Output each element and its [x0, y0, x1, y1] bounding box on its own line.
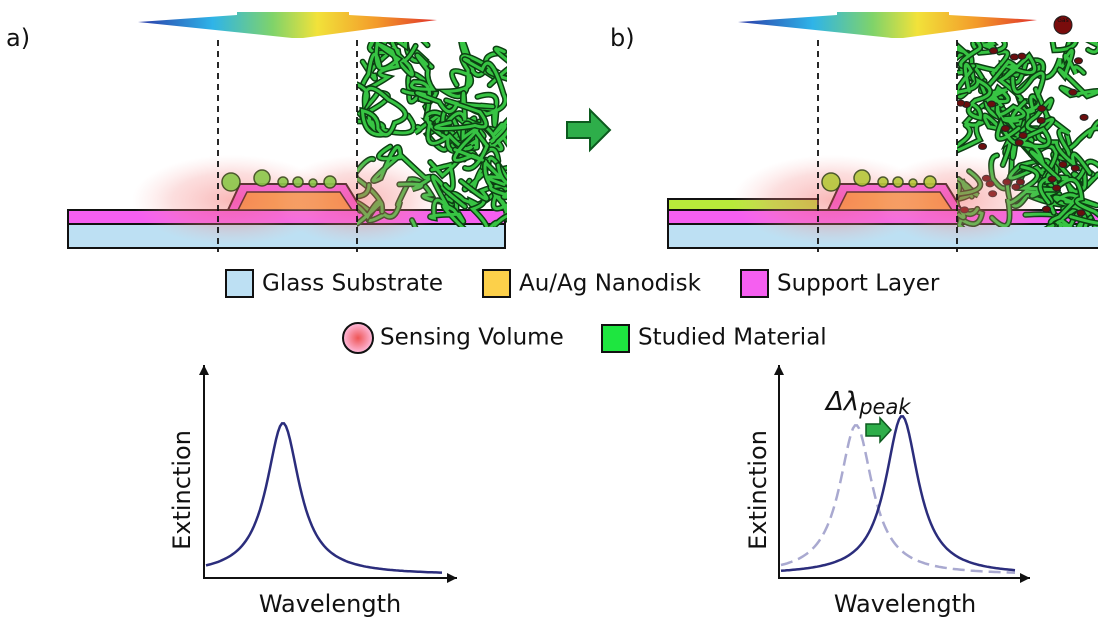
particle — [924, 176, 936, 188]
gas-molecule — [1038, 106, 1046, 112]
y-axis-label: Extinction — [744, 430, 772, 550]
gas-molecule — [1015, 140, 1023, 146]
spectrum-arrow — [138, 12, 437, 38]
legend-swatch — [741, 270, 768, 297]
legend-swatch — [226, 270, 253, 297]
gas-molecule — [1037, 117, 1045, 123]
axis-arrow — [199, 365, 209, 375]
particle — [822, 173, 840, 191]
gas-molecule — [1019, 132, 1027, 138]
particle — [854, 170, 870, 186]
particle — [254, 170, 270, 186]
shift-arrow — [866, 418, 891, 442]
gas-molecule — [988, 101, 996, 107]
gas-molecule — [1010, 54, 1018, 60]
legend-swatch — [343, 323, 373, 353]
legend-swatch — [602, 325, 629, 352]
legend-label: Support Layer — [777, 271, 940, 297]
axis-arrow — [774, 365, 784, 375]
gas-molecule — [1059, 161, 1067, 167]
transition-arrow — [567, 110, 610, 150]
particle — [293, 177, 303, 187]
delta-symbol: Δλ — [824, 387, 859, 417]
gas-molecule — [1080, 114, 1088, 120]
gas-molecule — [1018, 53, 1026, 59]
scene-a — [68, 3, 563, 257]
spectrum-curve — [206, 423, 442, 572]
gas-molecule — [1069, 89, 1077, 95]
scene-b: Gas — [668, 12, 1098, 252]
plots: Extinction Wavelength Extinction Wavelen… — [168, 365, 1030, 617]
legend-label: Glass Substrate — [262, 271, 443, 297]
particle — [324, 176, 336, 188]
legend-label: Studied Material — [638, 325, 827, 351]
particle — [893, 177, 903, 187]
axis-arrow — [447, 573, 457, 583]
particle — [909, 179, 917, 187]
particle — [309, 179, 317, 187]
gas-molecule — [1053, 185, 1061, 191]
figure: a) b) Gas Glass Substrate Au/Ag Nanodisk… — [0, 0, 1098, 617]
gas-molecule — [1048, 176, 1056, 182]
spectrum-curve — [781, 425, 1015, 572]
spectrum-arrow — [738, 12, 1037, 38]
gas-label: Gas — [1057, 17, 1068, 24]
legend-label: Sensing Volume — [380, 325, 564, 351]
gas-molecule — [1074, 58, 1082, 64]
sensing-volume — [875, 155, 1045, 245]
gas-molecule — [979, 143, 987, 149]
spectrum-curve — [781, 416, 1015, 570]
gas-molecule — [947, 75, 955, 81]
sensing-volume — [275, 155, 445, 245]
y-axis-label: Extinction — [168, 430, 196, 550]
panel-label: b) — [610, 24, 635, 52]
x-axis-label: Wavelength — [834, 590, 976, 617]
gas-molecule — [1071, 165, 1079, 171]
gas-molecule — [1001, 125, 1009, 131]
particle — [222, 173, 240, 191]
particle — [878, 177, 888, 187]
peak-shift-label: Δλpeak — [824, 387, 911, 419]
particle — [278, 177, 288, 187]
gas-molecule — [1077, 210, 1085, 216]
gas-molecule — [990, 48, 998, 54]
legend-swatch — [483, 270, 510, 297]
panel-label: a) — [6, 24, 30, 52]
axis-arrow — [1020, 573, 1030, 583]
x-axis-label: Wavelength — [259, 590, 401, 617]
legend-label: Au/Ag Nanodisk — [519, 271, 702, 297]
